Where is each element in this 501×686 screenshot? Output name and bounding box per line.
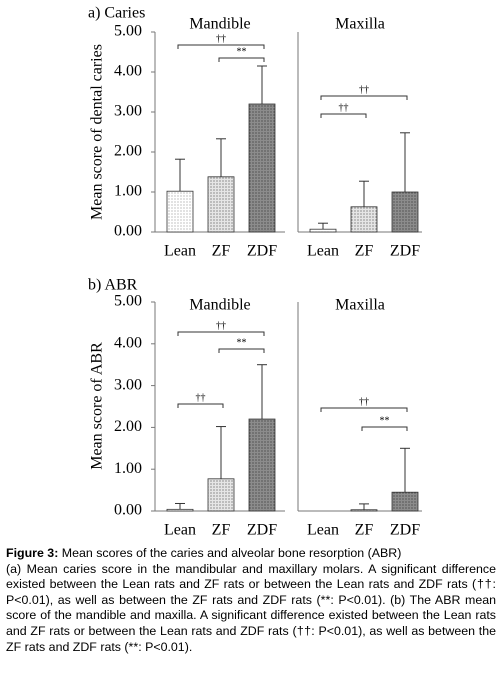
- x-tick-label: Lean: [164, 522, 196, 539]
- caption-title: Mean scores of the caries and alveolar b…: [61, 546, 402, 560]
- error-bar: [359, 180, 369, 207]
- error-bar: [318, 222, 328, 230]
- error-bar: [175, 502, 185, 510]
- panel-title: Maxilla: [335, 297, 385, 314]
- panel-title: Mandible: [189, 297, 250, 314]
- error-bar: [216, 426, 226, 479]
- significance-label: ††: [216, 320, 226, 331]
- y-tick-label: 4.00: [114, 334, 142, 351]
- significance-label: ††: [196, 392, 206, 403]
- x-tick-label: ZDF: [390, 243, 420, 260]
- significance-bracket: [177, 331, 265, 336]
- error-bar: [400, 447, 410, 493]
- y-tick-label: 5.00: [114, 293, 142, 310]
- bar: [391, 491, 419, 512]
- error-bar: [257, 364, 267, 420]
- panel-label: a) Caries: [88, 5, 145, 22]
- y-tick-label: 0.00: [114, 502, 142, 519]
- x-tick-label: Lean: [307, 243, 339, 260]
- y-tick-label: 4.00: [114, 63, 142, 80]
- significance-label: **: [237, 337, 247, 348]
- significance-label: **: [380, 415, 390, 426]
- bar: [166, 508, 194, 512]
- y-tick-label: 2.00: [114, 418, 142, 435]
- x-tick-label: Lean: [164, 243, 196, 260]
- significance-label: ††: [216, 33, 226, 44]
- significance-bracket: [361, 426, 408, 431]
- significance-bracket: [218, 348, 265, 353]
- error-bar: [400, 132, 410, 192]
- y-tick-label: 5.00: [114, 23, 142, 40]
- caption: Figure 3: Mean scores of the caries and …: [6, 546, 496, 655]
- bar: [248, 103, 276, 233]
- y-tick-label: 1.00: [114, 183, 142, 200]
- significance-bracket: [177, 403, 224, 408]
- bar: [166, 190, 194, 233]
- error-bar: [257, 65, 267, 104]
- x-tick-label: ZF: [355, 522, 374, 539]
- caption-text: (a) Mean caries score in the mandibular …: [6, 561, 496, 654]
- figure: a) Caries Mandible Mean score of dental ca…: [88, 5, 422, 539]
- y-tick-label: 0.00: [114, 223, 142, 240]
- bar: [391, 191, 419, 233]
- x-tick-label: ZDF: [247, 522, 277, 539]
- significance-label: **: [237, 46, 247, 57]
- caption-label: Figure 3:: [6, 546, 59, 560]
- bar: [248, 418, 276, 512]
- y-axis-label: Mean score of dental caries: [89, 44, 106, 220]
- significance-label: ††: [359, 84, 369, 95]
- panel-title: Maxilla: [335, 16, 385, 33]
- panel-label: b) ABR: [88, 277, 138, 294]
- significance-bracket: [218, 57, 265, 62]
- x-tick-label: ZDF: [247, 243, 277, 260]
- error-bar: [216, 138, 226, 177]
- significance-label: ††: [359, 396, 369, 407]
- x-tick-label: ZF: [355, 243, 374, 260]
- y-tick-label: 2.00: [114, 143, 142, 160]
- bar: [350, 206, 378, 233]
- y-tick-label: 1.00: [114, 460, 142, 477]
- panel-title: Mandible: [189, 16, 250, 33]
- error-bar: [175, 158, 185, 192]
- bar: [207, 478, 235, 512]
- significance-bracket: [177, 44, 265, 49]
- bar: [207, 176, 235, 233]
- significance-bracket: [320, 407, 408, 412]
- x-tick-label: ZF: [212, 243, 231, 260]
- significance-label: ††: [339, 102, 349, 113]
- significance-bracket: [320, 95, 408, 100]
- y-tick-label: 3.00: [114, 103, 142, 120]
- x-tick-label: ZDF: [390, 522, 420, 539]
- significance-bracket: [320, 113, 367, 118]
- y-tick-label: 3.00: [114, 376, 142, 393]
- y-axis-label: Mean score of ABR: [89, 342, 106, 470]
- error-bar: [359, 503, 369, 510]
- bar: [309, 228, 337, 233]
- bar: [350, 509, 378, 512]
- x-tick-label: ZF: [212, 522, 231, 539]
- x-tick-label: Lean: [307, 522, 339, 539]
